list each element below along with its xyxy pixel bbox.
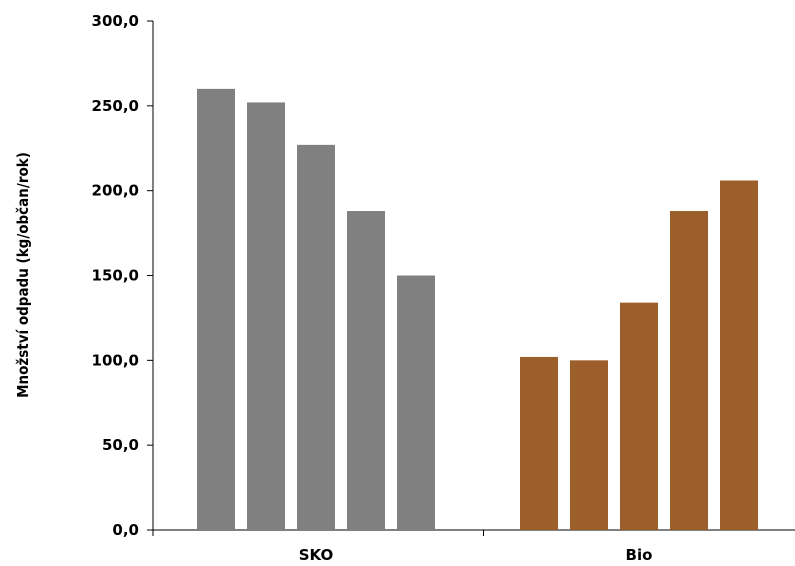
bar: [297, 144, 335, 530]
bar: [720, 180, 758, 530]
y-axis-title-text: Množství odpadu (kg/občan/rok): [14, 152, 32, 398]
y-tick-label: 50,0: [102, 436, 139, 454]
plot-area: 0,0 50,0 100,0 150,0 200,0 250,0 300,0 SKO Bio: [92, 12, 795, 564]
bar: [247, 102, 285, 530]
y-tick-label: 100,0: [92, 351, 139, 369]
bar: [520, 356, 558, 530]
bar: [570, 360, 608, 530]
bar: [197, 88, 235, 530]
y-tick-label: 0,0: [112, 521, 139, 539]
bar: [347, 211, 385, 530]
bar: [620, 302, 658, 530]
bar: [670, 211, 708, 530]
y-tick-label: 300,0: [92, 12, 139, 30]
bar: [397, 275, 435, 530]
y-tick-label: 250,0: [92, 97, 139, 115]
y-tick-label: 200,0: [92, 182, 139, 200]
x-category-label: SKO: [299, 546, 334, 564]
y-axis-title: Množství odpadu (kg/občan/rok): [14, 152, 32, 398]
x-category-label: Bio: [626, 546, 653, 564]
y-tick-label: 150,0: [92, 267, 139, 285]
